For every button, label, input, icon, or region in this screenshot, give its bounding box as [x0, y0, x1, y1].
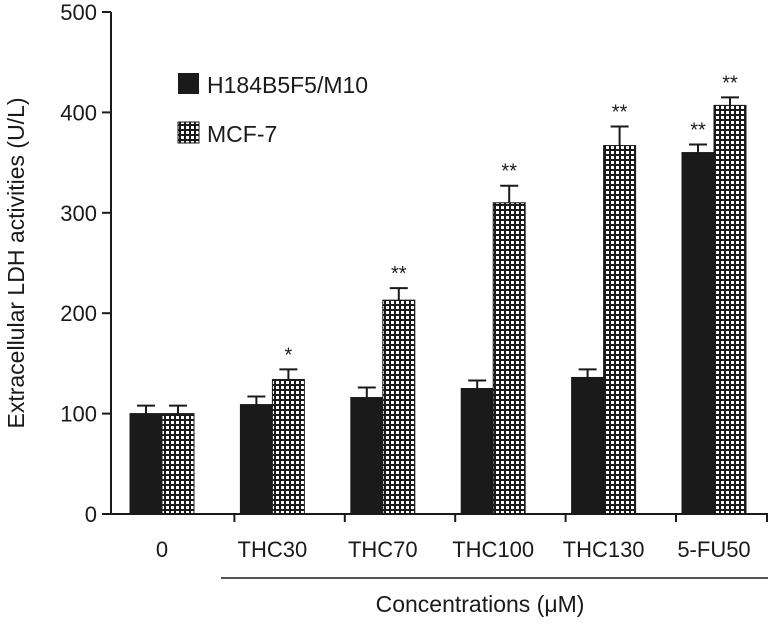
legend-label-h184b5f5-m10: H184B5F5/M10	[207, 72, 368, 98]
x-category-label: THC130	[563, 537, 645, 562]
legend-swatch-h184b5f5-m10	[178, 73, 199, 94]
significance-marker: **	[391, 263, 407, 285]
x-category-label: 5-FU50	[677, 537, 750, 562]
y-tick-label: 0	[85, 502, 97, 527]
y-tick-label: 300	[60, 201, 97, 226]
y-tick-label: 100	[60, 402, 97, 427]
x-axis-title: Concentrations (μM)	[376, 591, 585, 617]
x-category-label: THC30	[238, 537, 308, 562]
bar-h184b5f5-m10-thc70	[350, 397, 384, 515]
bar-mcf-7-thc30	[271, 378, 305, 515]
x-category-label: 0	[156, 537, 168, 562]
bar-h184b5f5-m10-thc30	[239, 404, 273, 515]
significance-marker: *	[285, 344, 293, 366]
bar-mcf-7-5-fu50	[713, 104, 747, 515]
significance-marker: **	[722, 72, 738, 94]
y-axis-title: Extracellular LDH activities (U/L)	[3, 97, 29, 428]
bar-mcf-7-thc100	[492, 202, 526, 515]
legend-swatch-mcf-7	[177, 121, 200, 144]
significance-marker: **	[690, 120, 706, 142]
y-tick-label: 500	[60, 0, 97, 25]
bar-mcf-7-thc70	[382, 299, 416, 515]
bar-h184b5f5-m10-thc130	[571, 376, 605, 515]
bar-mcf-7-thc130	[603, 145, 637, 515]
bar-h184b5f5-m10-thc100	[460, 388, 494, 515]
x-category-label: THC100	[452, 537, 534, 562]
significance-marker: **	[612, 101, 628, 123]
bar-h184b5f5-m10-5-fu50	[681, 152, 715, 515]
y-tick-label: 400	[60, 100, 97, 125]
y-tick-label: 200	[60, 301, 97, 326]
x-category-label: THC70	[348, 537, 418, 562]
legend-label-mcf-7: MCF-7	[207, 121, 277, 147]
bar-mcf-7-0	[161, 413, 195, 515]
legend: H184B5F5/M10 MCF-7	[177, 72, 368, 147]
bar-h184b5f5-m10-0	[129, 413, 163, 515]
significance-marker: **	[501, 161, 517, 183]
